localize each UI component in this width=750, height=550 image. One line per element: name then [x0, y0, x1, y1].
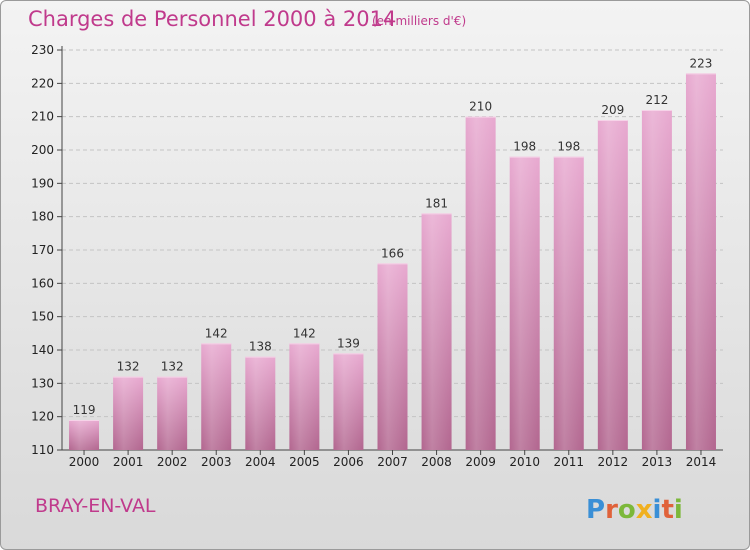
data-label: 119 — [73, 403, 96, 417]
y-tick-label: 150 — [31, 310, 54, 324]
bar-highlight — [113, 376, 144, 450]
data-label: 209 — [601, 103, 624, 117]
data-label: 138 — [249, 340, 272, 354]
x-tick-label: 2009 — [465, 455, 496, 469]
bar-highlight — [465, 116, 496, 451]
bar-highlight — [289, 343, 320, 450]
x-tick-label: 2000 — [69, 455, 100, 469]
y-tick-label: 170 — [31, 243, 54, 257]
bar-highlight — [421, 213, 452, 450]
chart-title: Charges de Personnel 2000 à 2014 — [28, 7, 397, 31]
y-tick-label: 190 — [31, 176, 54, 190]
x-tick-label: 2004 — [245, 455, 276, 469]
bar-highlight — [333, 353, 364, 450]
y-tick-label: 180 — [31, 210, 54, 224]
commune-name: BRAY-EN-VAL — [35, 495, 156, 517]
y-tick-label: 130 — [31, 376, 54, 390]
data-label: 198 — [557, 140, 580, 154]
proxiti-logo: Proxiti — [586, 495, 683, 525]
data-label: 142 — [205, 326, 228, 340]
data-label: 166 — [381, 246, 404, 260]
bar-highlight — [553, 156, 584, 450]
y-tick-label: 200 — [31, 143, 54, 157]
x-tick-label: 2014 — [686, 455, 717, 469]
x-tick-label: 2011 — [553, 455, 584, 469]
x-tick-label: 2006 — [333, 455, 364, 469]
bar-highlight — [509, 156, 540, 450]
data-label: 132 — [161, 360, 184, 374]
x-tick-label: 2012 — [598, 455, 629, 469]
data-label: 142 — [293, 326, 316, 340]
bar-highlight — [597, 120, 628, 450]
y-tick-label: 140 — [31, 343, 54, 357]
x-tick-label: 2013 — [642, 455, 673, 469]
logo-text: Proxiti — [586, 495, 683, 525]
y-tick-label: 120 — [31, 410, 54, 424]
chart-subtitle: (en milliers d'€) — [372, 14, 467, 28]
bar-highlight — [69, 420, 100, 450]
x-tick-label: 2005 — [289, 455, 320, 469]
x-tick-label: 2003 — [201, 455, 232, 469]
bar-highlight — [157, 376, 188, 450]
bar-highlight — [245, 356, 276, 450]
x-tick-label: 2007 — [377, 455, 408, 469]
bar-highlight — [641, 110, 672, 450]
y-tick-label: 230 — [31, 43, 54, 57]
y-tick-label: 210 — [31, 110, 54, 124]
x-tick-label: 2010 — [509, 455, 540, 469]
data-label: 132 — [117, 360, 140, 374]
x-tick-label: 2002 — [157, 455, 188, 469]
bar-highlight — [685, 73, 716, 450]
data-label: 212 — [645, 93, 668, 107]
bar-highlight — [201, 343, 232, 450]
data-label: 139 — [337, 336, 360, 350]
y-tick-label: 160 — [31, 276, 54, 290]
y-tick-label: 220 — [31, 76, 54, 90]
data-label: 198 — [513, 140, 536, 154]
data-label: 181 — [425, 196, 448, 210]
data-label: 223 — [690, 56, 713, 70]
y-tick-label: 110 — [31, 443, 54, 457]
data-label: 210 — [469, 100, 492, 114]
bar-highlight — [377, 263, 408, 450]
x-tick-label: 2001 — [113, 455, 144, 469]
x-tick-label: 2008 — [421, 455, 452, 469]
